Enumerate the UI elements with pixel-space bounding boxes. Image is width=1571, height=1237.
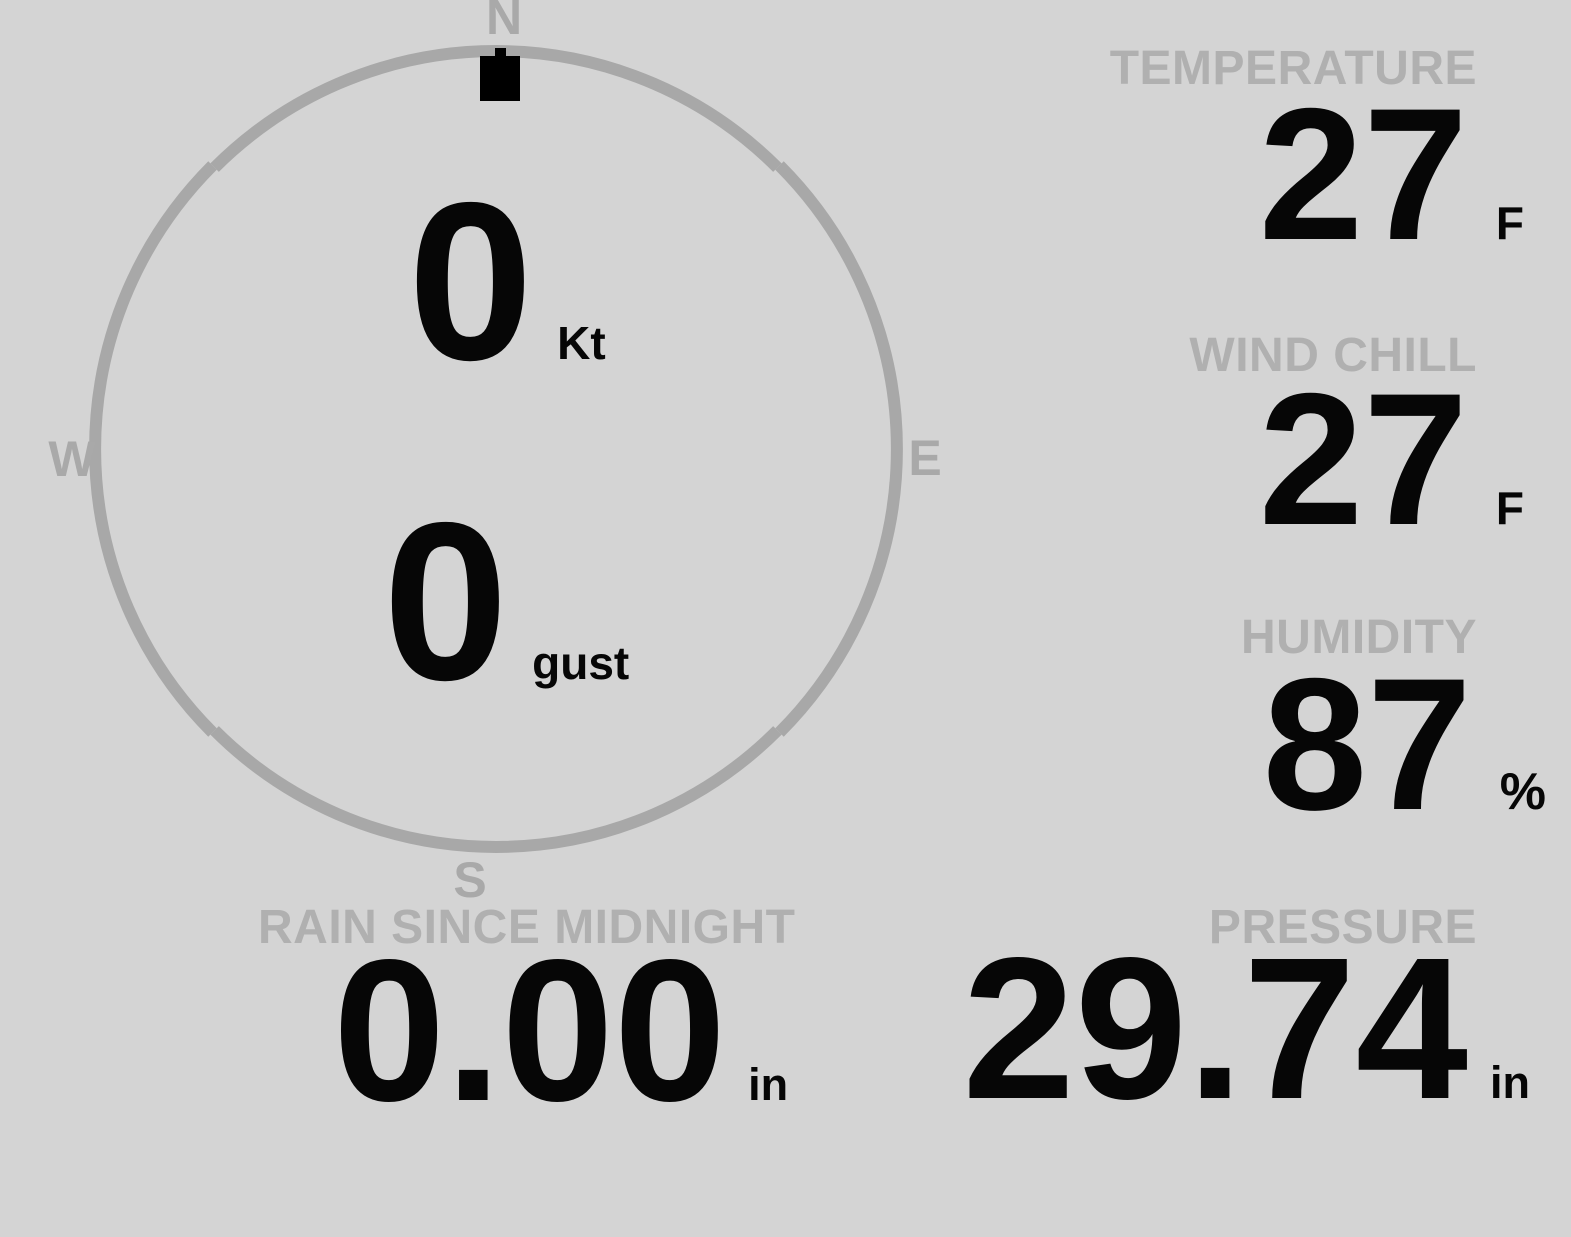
pressure-value-row: 29.74 in [963, 927, 1531, 1129]
temperature-value-row: 27 F [1259, 80, 1524, 268]
temperature-label: TEMPERATURE [1109, 42, 1477, 95]
wind-gust-unit: gust [532, 637, 630, 689]
compass-ring-south-arc [210, 726, 782, 853]
humidity-unit: % [1499, 763, 1546, 821]
pressure-label: PRESSURE [1208, 901, 1477, 954]
rain-since-midnight-label: RAIN SINCE MIDNIGHT [258, 901, 796, 954]
wind-chill-label: WIND CHILL [1189, 329, 1477, 382]
wind-gust-value: 0 [383, 475, 509, 727]
humidity-value: 87 [1262, 639, 1472, 849]
compass-ring-west-arc [89, 161, 217, 737]
compass-label-south: S [453, 852, 487, 908]
rain-since-midnight-value-row: 0.00 in [333, 929, 788, 1131]
humidity-label: HUMIDITY [1241, 611, 1477, 664]
pressure-value: 29.74 [962, 915, 1469, 1141]
temperature-unit: F [1495, 197, 1524, 249]
wind-compass [89, 45, 903, 853]
humidity-value-row: 87 % [1263, 650, 1546, 838]
compass-label-north: N [485, 0, 523, 45]
compass-label-east: E [908, 430, 942, 486]
wind-direction-marker-icon [480, 48, 520, 101]
rain-since-midnight-value: 0.00 [333, 917, 727, 1143]
wind-chill-value-row: 27 F [1259, 365, 1524, 553]
pressure-unit: in [1490, 1057, 1530, 1108]
wind-speed-unit: Kt [557, 317, 606, 369]
rain-since-midnight-unit: in [748, 1059, 789, 1110]
compass-label-west: W [48, 431, 96, 487]
wind-speed: 0 Kt [408, 169, 606, 394]
wind-gust: 0 gust [383, 489, 629, 714]
temperature-value: 27 [1258, 69, 1468, 279]
compass-ring-east-arc [775, 161, 903, 737]
wind-speed-value: 0 [408, 155, 534, 407]
wind-chill-value: 27 [1258, 354, 1468, 564]
wind-chill-unit: F [1495, 482, 1524, 534]
